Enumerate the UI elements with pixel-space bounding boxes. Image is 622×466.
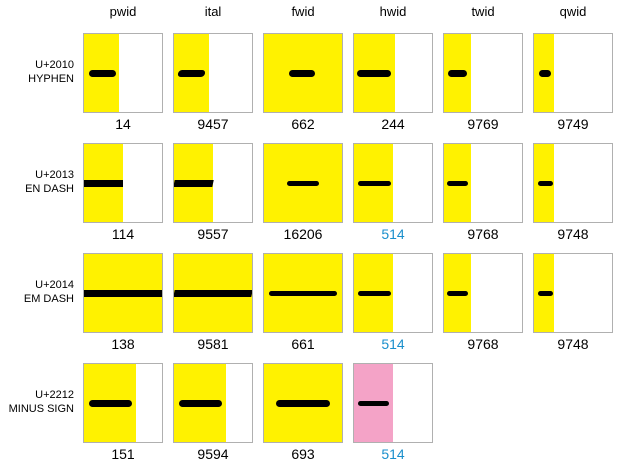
glyph-id-label: 16206 <box>283 226 323 242</box>
glyph-id-label: 514 <box>381 446 405 462</box>
dash-glyph <box>447 181 468 186</box>
glyph-id-label: 693 <box>291 446 315 462</box>
glyph-cell <box>173 33 253 113</box>
glyph-id-label: 9457 <box>197 116 229 132</box>
glyph-id-label: 9768 <box>467 226 499 242</box>
glyph-id-label: 151 <box>111 446 135 462</box>
glyph-cell <box>353 143 433 223</box>
glyph-id-label: 9557 <box>197 226 229 242</box>
dash-glyph <box>179 400 222 407</box>
dash-glyph <box>448 70 467 77</box>
dash-glyph <box>358 291 391 296</box>
dash-glyph <box>174 180 214 187</box>
row-label: U+2212 MINUS SIGN <box>0 388 74 416</box>
dash-glyph <box>287 181 319 186</box>
dash-glyph <box>174 290 252 297</box>
glyph-id-label: 138 <box>111 336 135 352</box>
row-name: EN DASH <box>25 183 74 195</box>
glyph-cell <box>443 33 523 113</box>
row-code: U+2010 <box>35 59 74 71</box>
dash-glyph <box>358 181 391 186</box>
glyph-id-label: 514 <box>381 336 405 352</box>
glyph-cell <box>533 143 613 223</box>
glyph-id-label: 9768 <box>467 336 499 352</box>
row-name: EM DASH <box>23 293 74 305</box>
glyph-cell <box>83 33 163 113</box>
column-header-pwid: pwid <box>109 4 137 19</box>
glyph-cell <box>263 33 343 113</box>
glyph-cell <box>173 363 253 443</box>
column-header-fwid: fwid <box>291 4 315 19</box>
glyph-cell <box>83 363 163 443</box>
row-name: MINUS SIGN <box>8 403 74 415</box>
glyph-cell <box>533 253 613 333</box>
dash-glyph <box>289 70 315 77</box>
glyph-id-label: 114 <box>111 226 135 242</box>
column-header-twid: twid <box>471 4 495 19</box>
glyph-cell <box>443 253 523 333</box>
row-code: U+2014 <box>35 279 74 291</box>
glyph-id-label: 9594 <box>197 446 229 462</box>
glyph-cell <box>353 363 433 443</box>
glyph-id-label: 514 <box>381 226 405 242</box>
glyph-id-label: 9748 <box>557 336 589 352</box>
dash-glyph <box>538 181 553 186</box>
glyph-cell <box>353 33 433 113</box>
column-header-ital: ital <box>204 4 222 19</box>
dash-glyph <box>539 70 551 77</box>
glyph-cell <box>263 363 343 443</box>
glyph-cell <box>83 253 163 333</box>
row-code: U+2013 <box>35 169 74 181</box>
dash-glyph <box>89 400 132 407</box>
dash-glyph <box>84 290 162 297</box>
glyph-id-label: 662 <box>291 116 315 132</box>
dash-glyph <box>447 291 468 296</box>
dash-glyph <box>84 180 123 187</box>
glyph-id-label: 14 <box>115 116 131 132</box>
dash-glyph <box>89 70 116 77</box>
dash-glyph <box>357 70 391 77</box>
glyph-id-label: 9749 <box>557 116 589 132</box>
column-header-qwid: qwid <box>559 4 587 19</box>
glyph-cell <box>263 253 343 333</box>
glyph-cell <box>173 253 253 333</box>
glyph-id-label: 244 <box>381 116 405 132</box>
dash-glyph <box>276 400 330 407</box>
glyph-cell <box>83 143 163 223</box>
glyph-cell <box>263 143 343 223</box>
dash-glyph <box>358 401 389 406</box>
dash-glyph <box>269 291 337 296</box>
glyph-id-label: 661 <box>291 336 315 352</box>
row-label: U+2013 EN DASH <box>0 168 74 196</box>
glyph-cell <box>173 143 253 223</box>
column-header-hwid: hwid <box>379 4 407 19</box>
glyph-id-label: 9769 <box>467 116 499 132</box>
row-label: U+2014 EM DASH <box>0 278 74 306</box>
glyph-cell <box>443 143 523 223</box>
glyph-cell <box>353 253 433 333</box>
glyph-cell <box>533 33 613 113</box>
glyph-id-label: 9748 <box>557 226 589 242</box>
row-label: U+2010 HYPHEN <box>0 58 74 86</box>
dash-glyph <box>177 70 206 77</box>
dash-glyph <box>538 291 553 296</box>
row-code: U+2212 <box>35 389 74 401</box>
glyph-id-label: 9581 <box>197 336 229 352</box>
row-name: HYPHEN <box>28 73 74 85</box>
